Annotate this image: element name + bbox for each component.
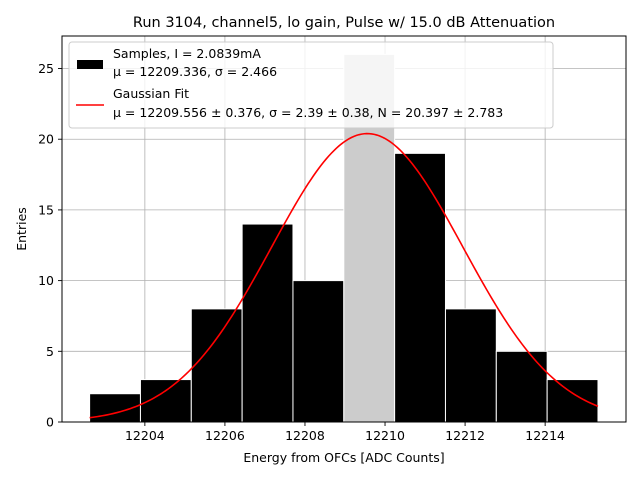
y-tick-label-4: 20	[38, 132, 54, 147]
legend-fit-label: Gaussian Fit	[113, 86, 189, 101]
y-axis-ticks: 0 5 10 15 20 25	[38, 61, 62, 430]
histogram-bar-4	[292, 280, 345, 423]
histogram-bar-2	[190, 308, 243, 423]
histogram-bar-9	[546, 379, 599, 423]
histogram-bar-6	[394, 152, 446, 423]
gaussian-fit	[89, 132, 599, 419]
legend: Samples, I = 2.0839mA μ = 12209.336, σ =…	[68, 41, 554, 129]
gaussian-fit-curve	[89, 132, 599, 419]
y-tick-label-3: 15	[38, 202, 54, 217]
legend-fit-stats: μ = 12209.556 ± 0.376, σ = 2.39 ± 0.38, …	[113, 105, 503, 120]
x-axis-label: Energy from OFCs [ADC Counts]	[243, 450, 444, 465]
x-tick-label-4: 12212	[445, 428, 485, 443]
y-tick-label-0: 0	[46, 415, 54, 430]
plot-frame	[61, 35, 627, 423]
histogram-bar-3	[241, 223, 294, 423]
histogram-bars	[89, 53, 599, 423]
y-axis-label: Entries	[14, 207, 29, 251]
histogram-bar-8	[495, 350, 548, 423]
legend-samples-swatch	[77, 60, 103, 69]
y-tick-label-2: 10	[38, 273, 54, 288]
x-tick-label-2: 12208	[285, 428, 325, 443]
histogram-bar-7	[444, 308, 497, 423]
x-tick-label-3: 12210	[365, 428, 405, 443]
legend-samples-label: Samples, I = 2.0839mA	[113, 46, 261, 61]
y-tick-label-5: 25	[38, 61, 54, 76]
x-axis-ticks: 12204 12206 12208 12210 12212 12214	[125, 422, 565, 443]
chart-title: Run 3104, channel5, lo gain, Pulse w/ 15…	[133, 15, 555, 31]
legend-box	[68, 41, 554, 129]
legend-samples-stats: μ = 12209.336, σ = 2.466	[113, 64, 277, 79]
y-tick-label-1: 5	[46, 344, 54, 359]
x-tick-label-1: 12206	[205, 428, 245, 443]
x-tick-label-5: 12214	[525, 428, 565, 443]
x-tick-label-0: 12204	[125, 428, 165, 443]
